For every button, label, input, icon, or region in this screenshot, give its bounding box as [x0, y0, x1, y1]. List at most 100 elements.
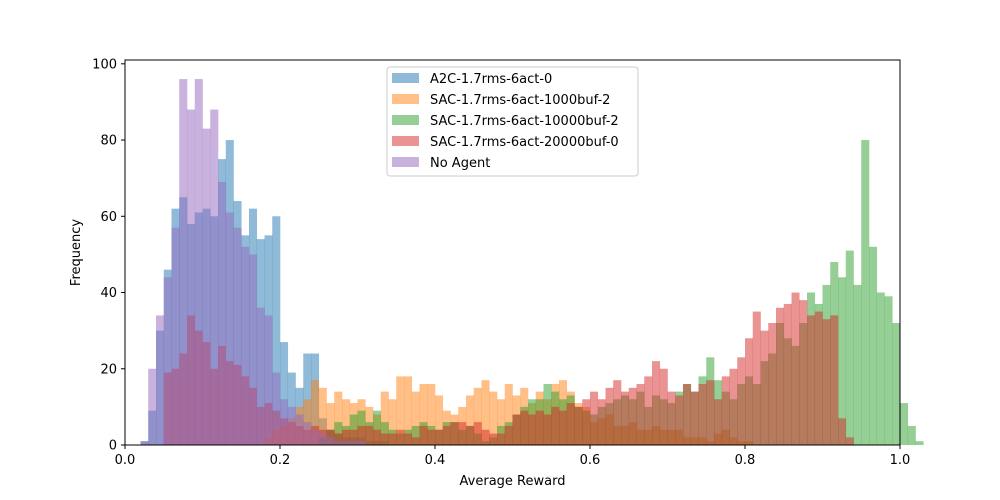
y-tick-label: 40 [100, 286, 117, 301]
histogram-bar [349, 429, 358, 445]
histogram-bar [683, 384, 692, 445]
histogram-bar [807, 315, 816, 445]
histogram-bar [225, 212, 234, 445]
legend: A2C-1.7rms-6act-0 SAC-1.7rms-6act-1000buf… [386, 66, 639, 177]
x-tick-label: 0.8 [735, 453, 756, 468]
legend-label: SAC-1.7rms-6act-10000buf-2 [430, 114, 619, 129]
histogram-bar [791, 292, 800, 445]
histogram-bar [179, 79, 188, 445]
histogram-bar [528, 414, 537, 445]
histogram-bar [342, 429, 351, 445]
legend-swatch [392, 115, 419, 125]
histogram-bar [210, 109, 219, 446]
series-5 [140, 79, 366, 446]
histogram-bar [334, 441, 343, 445]
x-tick-label: 0.4 [425, 453, 446, 468]
histogram-bar [892, 323, 901, 445]
histogram-bar [675, 395, 684, 445]
histogram-bar [194, 79, 203, 445]
histogram-bar [396, 429, 405, 445]
histogram-bar [590, 391, 599, 445]
histogram-bar [845, 250, 854, 445]
histogram-bar [481, 380, 490, 445]
x-axis: 0.0 0.2 0.4 0.6 0.8 1.0 [115, 445, 911, 468]
histogram-bar [427, 429, 436, 445]
histogram-bar [334, 433, 343, 445]
legend-item: SAC-1.7rms-6act-10000buf-2 [392, 114, 619, 129]
histogram-bar [311, 380, 320, 445]
x-tick-label: 0.2 [270, 453, 291, 468]
histogram-bar [559, 410, 568, 445]
y-tick-label: 80 [100, 134, 117, 149]
histogram-bar [473, 422, 482, 445]
histogram-bar [814, 311, 823, 445]
histogram-bar [869, 246, 878, 445]
histogram-bar [466, 425, 475, 445]
histogram-bar [652, 361, 661, 445]
histogram-bar [411, 425, 420, 445]
histogram-bar [411, 391, 420, 445]
histogram-bar [357, 441, 366, 445]
histogram-bar [473, 387, 482, 445]
histogram-bar [915, 441, 924, 445]
histogram-bar [481, 429, 490, 445]
histogram-bar [729, 368, 738, 445]
histogram-bar [419, 384, 428, 445]
x-tick-label: 0.0 [115, 453, 136, 468]
histogram-bar [388, 433, 397, 445]
histogram-bar [628, 387, 637, 445]
histogram-bar [241, 246, 250, 445]
histogram-bar [318, 387, 327, 445]
histogram-bar [373, 410, 382, 445]
histogram-bar [249, 254, 258, 445]
legend-label: SAC-1.7rms-6act-20000buf-0 [430, 135, 619, 150]
legend-swatch [392, 73, 419, 83]
histogram-bar [404, 433, 413, 445]
histogram-bar [295, 414, 304, 445]
histogram-bar [752, 311, 761, 445]
legend-label: SAC-1.7rms-6act-1000buf-2 [430, 93, 610, 108]
histogram-bar [303, 422, 312, 445]
histogram-bar [504, 425, 513, 445]
histogram-bar [636, 384, 645, 445]
histogram-bar [233, 227, 242, 445]
histogram-bar [698, 384, 707, 445]
histogram-bar [419, 425, 428, 445]
histogram-bar [280, 342, 289, 445]
histogram-bar [582, 399, 591, 445]
y-tick-label: 60 [100, 210, 117, 225]
histogram-bar [760, 330, 769, 445]
histogram-bar [876, 292, 885, 445]
histogram-bar [287, 406, 296, 445]
histogram-bar [884, 296, 893, 445]
histogram-bar [311, 429, 320, 445]
histogram-bar [838, 418, 847, 445]
histogram-bar [659, 368, 668, 445]
histogram-bar [504, 384, 513, 445]
histogram-bar [907, 425, 916, 445]
y-axis-label: Frequency [69, 219, 84, 286]
histogram-bar [326, 429, 335, 445]
histogram-bar [140, 441, 149, 445]
histogram-bar [690, 391, 699, 445]
histogram-bar [830, 315, 839, 445]
histogram-bar [838, 277, 847, 445]
histogram-bar [272, 216, 281, 445]
legend-item: A2C-1.7rms-6act-0 [392, 72, 552, 87]
legend-box [386, 66, 639, 177]
histogram-bar [721, 376, 730, 445]
histogram-bar [303, 353, 312, 445]
histogram-bar [745, 338, 754, 445]
histogram-bar [845, 437, 854, 445]
x-axis-label: Average Reward [460, 474, 566, 489]
plot-frame [124, 59, 901, 446]
histogram-bar [264, 315, 273, 445]
histogram-bar [218, 181, 227, 446]
histogram-bar [566, 403, 575, 445]
histogram-bar [613, 380, 622, 445]
histogram-bar [442, 425, 451, 445]
x-tick-label: 1.0 [890, 453, 911, 468]
histogram-bar [156, 315, 165, 445]
histogram-bar [427, 384, 436, 445]
